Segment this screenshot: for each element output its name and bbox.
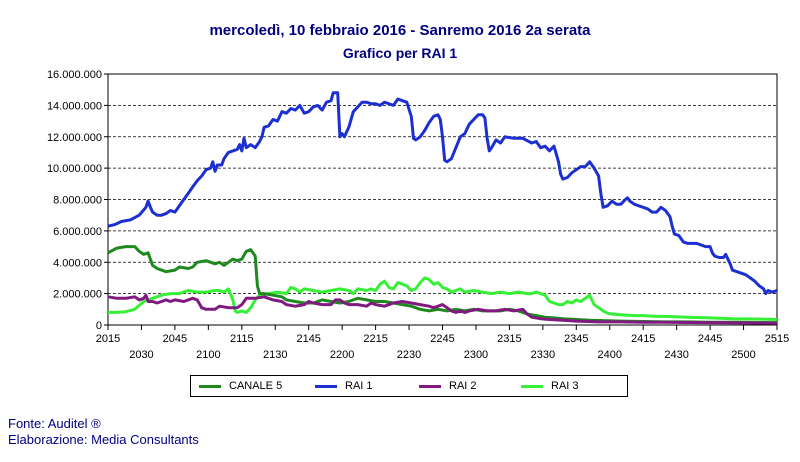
legend-swatch-canale5 bbox=[199, 384, 221, 388]
series-line-canale5 bbox=[107, 245, 778, 325]
x-tick-label: 2115 bbox=[230, 333, 254, 345]
x-tick-label: 2230 bbox=[397, 349, 421, 361]
x-tick-label: 2015 bbox=[96, 333, 120, 345]
legend-swatch-rai2 bbox=[419, 384, 441, 388]
series-line-rai3 bbox=[108, 276, 778, 321]
x-tick-label: 2145 bbox=[296, 333, 320, 345]
legend-item-rai1: RAI 1 bbox=[315, 376, 373, 396]
x-tick-label: 2215 bbox=[363, 333, 387, 345]
x-tick-label: 2500 bbox=[731, 349, 755, 361]
legend-label-canale5: CANALE 5 bbox=[229, 380, 283, 392]
x-tick-label: 2445 bbox=[698, 333, 722, 345]
legend-item-rai3: RAI 3 bbox=[521, 376, 579, 396]
x-tick-label: 2400 bbox=[598, 349, 622, 361]
legend-swatch-rai1 bbox=[315, 384, 337, 388]
chart-title: mercoledì, 10 febbraio 2016 - Sanremo 20… bbox=[209, 22, 591, 39]
legend-label-rai2: RAI 2 bbox=[449, 380, 477, 392]
x-tick-label: 2330 bbox=[531, 349, 555, 361]
x-tick-label: 2315 bbox=[497, 333, 521, 345]
x-tick-label: 2415 bbox=[631, 333, 655, 345]
y-tick-label: 4.000.000 bbox=[53, 257, 102, 269]
x-tick-label: 2200 bbox=[330, 349, 354, 361]
x-tick-label: 2300 bbox=[464, 349, 488, 361]
legend-label-rai3: RAI 3 bbox=[551, 380, 579, 392]
y-tick-label: 8.000.000 bbox=[53, 195, 102, 207]
x-tick-label: 2430 bbox=[664, 349, 688, 361]
x-tick-label: 2100 bbox=[196, 349, 220, 361]
x-tick-label: 2045 bbox=[163, 333, 187, 345]
y-tick-label: 10.000.000 bbox=[47, 163, 102, 175]
y-tick-label: 14.000.000 bbox=[47, 100, 102, 112]
series-line-rai1 bbox=[107, 91, 778, 296]
y-tick-label: 16.000.000 bbox=[47, 69, 102, 81]
y-tick-label: 2.000.000 bbox=[53, 289, 102, 301]
elaboration-note: Elaborazione: Media Consultants bbox=[8, 432, 199, 447]
legend-item-rai2: RAI 2 bbox=[419, 376, 477, 396]
y-tick-label: 12.000.000 bbox=[47, 132, 102, 144]
x-tick-label: 2515 bbox=[765, 333, 789, 345]
chart-subtitle: Grafico per RAI 1 bbox=[342, 45, 458, 61]
legend-swatch-rai3 bbox=[521, 384, 543, 388]
y-tick-label: 6.000.000 bbox=[53, 226, 102, 238]
legend-item-canale5: CANALE 5 bbox=[199, 376, 282, 396]
chart-legend: CANALE 5 RAI 1 RAI 2 RAI 3 bbox=[190, 375, 628, 397]
legend-label-rai1: RAI 1 bbox=[345, 380, 373, 392]
source-note: Fonte: Auditel ® bbox=[8, 416, 101, 431]
x-tick-label: 2030 bbox=[129, 349, 153, 361]
series-line-rai2 bbox=[107, 293, 778, 325]
x-tick-label: 2245 bbox=[430, 333, 454, 345]
y-tick-label: 0 bbox=[96, 320, 102, 332]
x-tick-label: 2130 bbox=[263, 349, 287, 361]
x-tick-label: 2345 bbox=[564, 333, 588, 345]
